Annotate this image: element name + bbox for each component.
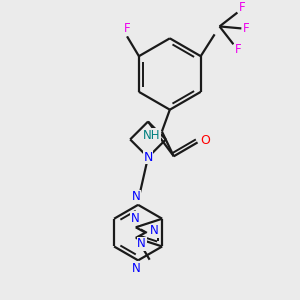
Text: F: F [235, 43, 242, 56]
Text: N: N [150, 224, 159, 237]
Text: N: N [137, 237, 146, 250]
Text: N: N [132, 262, 140, 275]
Text: N: N [130, 212, 139, 225]
Text: F: F [243, 22, 250, 35]
Text: F: F [239, 1, 246, 14]
Text: N: N [132, 190, 140, 203]
Text: O: O [201, 134, 210, 147]
Text: NH: NH [143, 129, 161, 142]
Text: N: N [143, 151, 153, 164]
Text: F: F [124, 22, 130, 35]
